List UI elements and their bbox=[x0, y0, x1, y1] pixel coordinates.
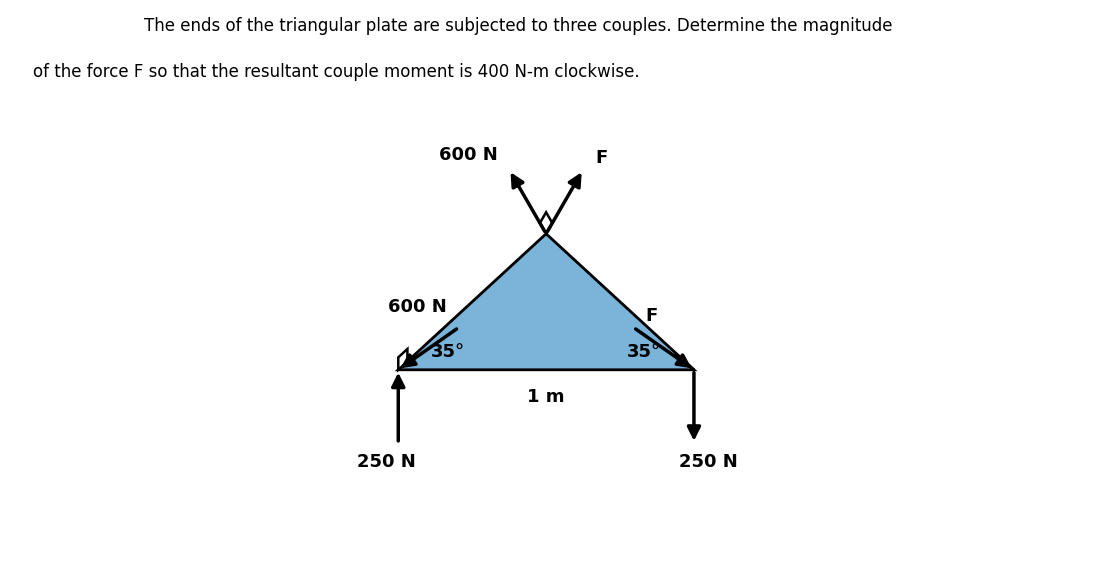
Polygon shape bbox=[540, 213, 552, 234]
Text: F: F bbox=[645, 306, 658, 324]
Text: The ends of the triangular plate are subjected to three couples. Determine the m: The ends of the triangular plate are sub… bbox=[144, 17, 892, 35]
Polygon shape bbox=[674, 354, 694, 370]
Text: 250 N: 250 N bbox=[358, 453, 416, 471]
Text: F: F bbox=[594, 149, 607, 167]
Polygon shape bbox=[399, 234, 694, 370]
Text: 35°: 35° bbox=[431, 343, 465, 361]
Text: 35°: 35° bbox=[628, 343, 661, 361]
Polygon shape bbox=[399, 349, 407, 370]
Text: of the force F so that the resultant couple moment is 400 N-m clockwise.: of the force F so that the resultant cou… bbox=[33, 63, 640, 81]
Text: 250 N: 250 N bbox=[680, 453, 738, 471]
Text: 600 N: 600 N bbox=[438, 146, 497, 164]
Text: 600 N: 600 N bbox=[389, 298, 447, 316]
Text: 1 m: 1 m bbox=[527, 388, 565, 406]
